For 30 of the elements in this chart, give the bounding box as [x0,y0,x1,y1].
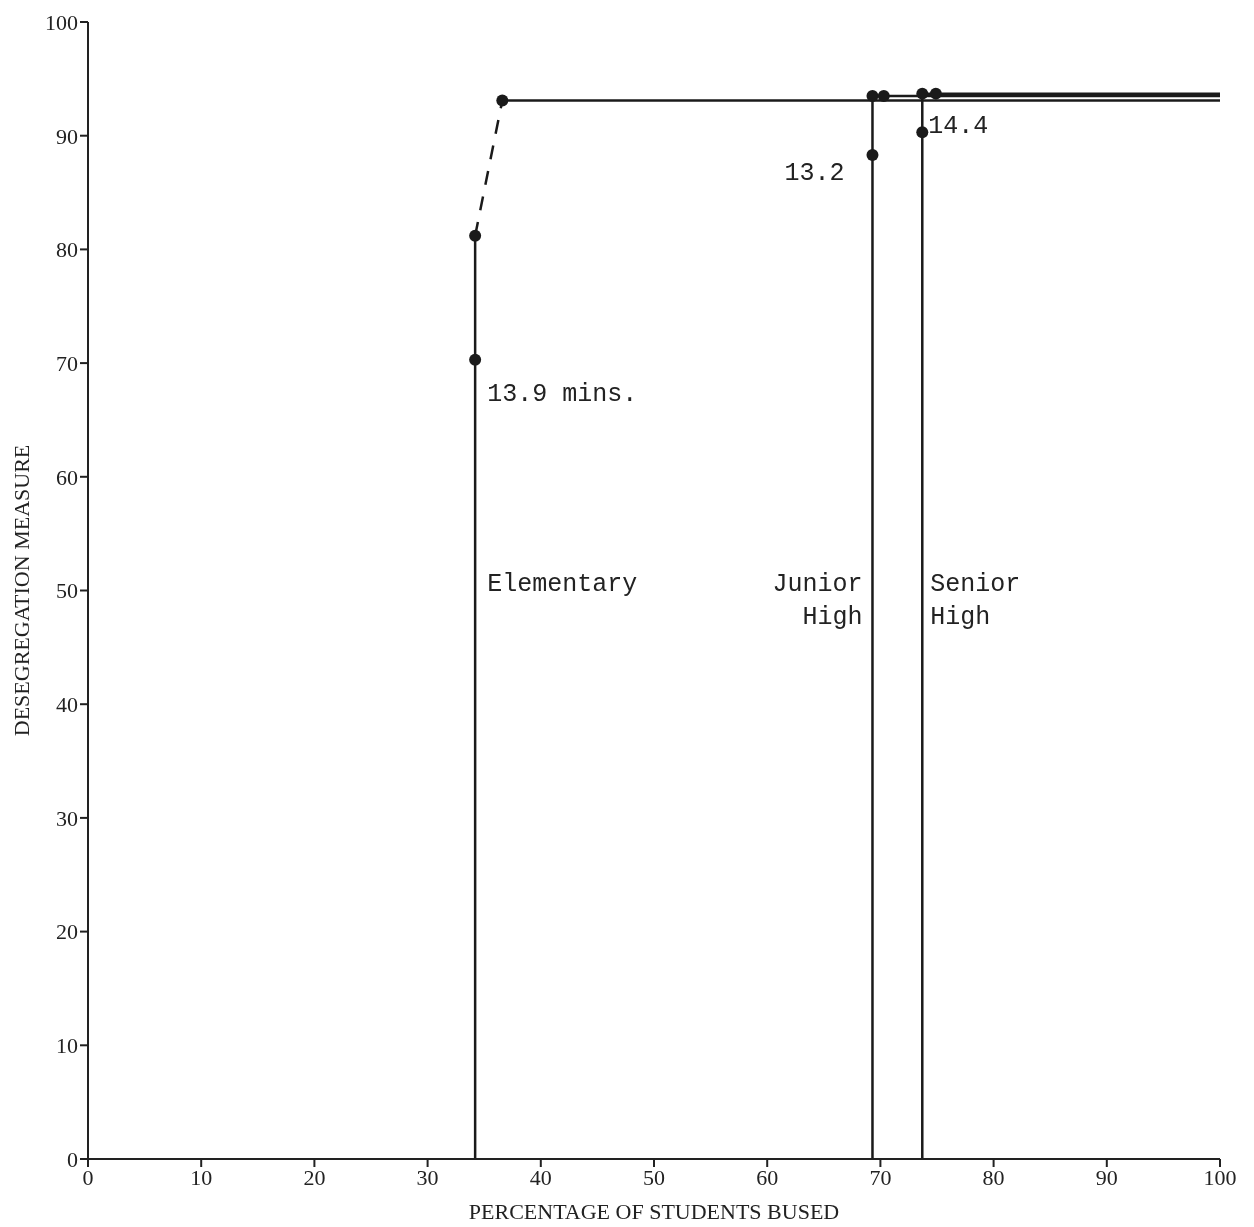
y-tick-label: 100 [45,9,78,35]
y-tick-label: 60 [56,464,78,490]
x-tick-label: 60 [756,1164,779,1190]
annotation: Elementary [487,569,638,599]
x-tick-label: 90 [1095,1164,1118,1190]
y-tick-label: 70 [56,350,78,376]
annotation: Junior High [772,569,863,632]
x-axis-title: PERCENTAGE OF STUDENTS BUSED [468,1199,840,1224]
annotation: Senior High [930,569,1021,632]
y-tick-label: 40 [56,692,78,718]
x-tick-label: 0 [82,1164,94,1190]
x-tick-label: 70 [869,1164,892,1190]
annotation: 13.9 mins. [487,379,638,409]
x-tick-label: 100 [1203,1164,1237,1190]
y-tick-label: 80 [56,237,78,263]
x-tick-label: 40 [529,1164,552,1190]
y-tick-label: 20 [56,919,78,945]
x-tick-label: 10 [190,1164,213,1190]
y-axis-title: DESEGREGATION MEASURE [9,444,35,737]
annotation: 14.4 [928,111,989,141]
y-tick-label: 90 [56,123,78,149]
y-tick-label: 50 [56,578,78,604]
x-tick-label: 20 [303,1164,326,1190]
y-tick-label: 30 [56,805,78,831]
x-tick-label: 80 [982,1164,1005,1190]
y-tick-label: 0 [67,1146,78,1172]
annotation: 13.2 [784,158,845,188]
y-tick-label: 10 [56,1033,78,1059]
x-tick-label: 50 [643,1164,665,1190]
x-tick-label: 30 [416,1164,439,1190]
